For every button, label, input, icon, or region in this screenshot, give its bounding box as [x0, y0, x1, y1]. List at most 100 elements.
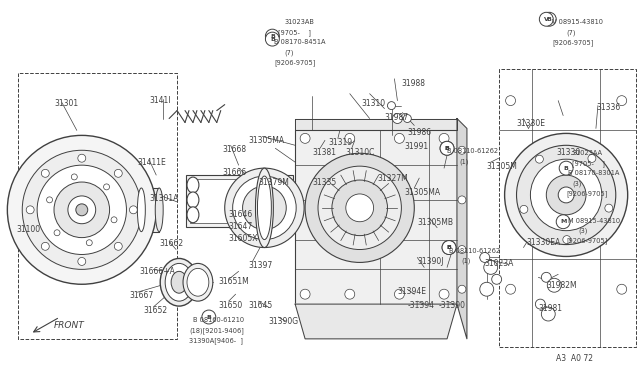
Circle shape — [439, 289, 449, 299]
Circle shape — [516, 145, 616, 244]
Text: 31305MA: 31305MA — [404, 188, 440, 197]
Circle shape — [605, 204, 612, 212]
Ellipse shape — [183, 263, 213, 301]
Circle shape — [563, 235, 571, 244]
Ellipse shape — [257, 176, 271, 240]
Text: 31305MB: 31305MB — [417, 218, 453, 227]
Text: 31647: 31647 — [228, 222, 253, 231]
Circle shape — [394, 289, 404, 299]
Circle shape — [458, 285, 466, 293]
Circle shape — [458, 246, 466, 253]
Ellipse shape — [187, 177, 199, 193]
Circle shape — [243, 186, 286, 230]
Circle shape — [76, 204, 88, 216]
Text: 31645: 31645 — [248, 301, 273, 310]
Circle shape — [86, 240, 92, 246]
Text: 31667: 31667 — [129, 291, 154, 300]
Circle shape — [266, 32, 279, 46]
Text: 31319: 31319 — [328, 138, 352, 147]
Text: [9206-9705]: [9206-9705] — [566, 190, 607, 197]
Circle shape — [37, 165, 127, 254]
Text: 31651M: 31651M — [219, 277, 250, 286]
Ellipse shape — [156, 188, 163, 232]
Circle shape — [480, 253, 490, 262]
Circle shape — [556, 215, 570, 229]
Circle shape — [442, 241, 456, 254]
Text: 31991: 31991 — [404, 142, 429, 151]
Ellipse shape — [138, 188, 145, 232]
Text: B 08110-61262: B 08110-61262 — [449, 247, 500, 254]
Text: B: B — [547, 17, 552, 22]
Text: 31982M: 31982M — [547, 281, 577, 290]
Circle shape — [78, 154, 86, 162]
Text: V: V — [544, 17, 548, 22]
Text: V 08915-43810: V 08915-43810 — [552, 19, 604, 25]
Circle shape — [506, 284, 516, 294]
Text: (1): (1) — [459, 158, 468, 165]
Circle shape — [266, 29, 279, 43]
Text: 31023A: 31023A — [484, 259, 514, 269]
Text: 31605X: 31605X — [228, 234, 258, 243]
Bar — [186, 175, 293, 227]
Text: B 08110-61262: B 08110-61262 — [447, 148, 498, 154]
Circle shape — [345, 134, 355, 143]
Circle shape — [541, 272, 551, 282]
Text: 31981: 31981 — [538, 304, 563, 313]
Circle shape — [480, 282, 493, 296]
Text: 31023AA: 31023AA — [572, 150, 602, 156]
Circle shape — [22, 150, 141, 269]
Circle shape — [536, 155, 543, 163]
Circle shape — [559, 161, 573, 175]
Text: 31335: 31335 — [312, 178, 336, 187]
Text: B: B — [445, 146, 449, 151]
Circle shape — [484, 260, 498, 274]
Text: 31305MA: 31305MA — [248, 137, 285, 145]
Circle shape — [111, 217, 117, 223]
Circle shape — [332, 180, 387, 235]
Circle shape — [42, 169, 49, 177]
Text: 31100: 31100 — [16, 225, 40, 234]
Text: B 08170-8451A: B 08170-8451A — [275, 39, 326, 45]
Circle shape — [305, 153, 414, 262]
Circle shape — [47, 197, 52, 203]
Text: 31310: 31310 — [362, 99, 386, 108]
Text: 31330EA: 31330EA — [527, 238, 561, 247]
Circle shape — [54, 230, 60, 236]
Text: 31668: 31668 — [223, 145, 247, 154]
Text: 3141l: 3141l — [149, 96, 171, 105]
Text: (18)[9201-9406]: (18)[9201-9406] — [189, 327, 244, 334]
Text: (3): (3) — [572, 180, 582, 186]
Circle shape — [617, 96, 627, 106]
Text: 31986: 31986 — [407, 128, 431, 137]
Text: B: B — [206, 314, 211, 320]
Text: -31390: -31390 — [439, 301, 466, 310]
Text: 31650: 31650 — [219, 301, 243, 310]
Text: 31646: 31646 — [228, 210, 253, 219]
Circle shape — [71, 174, 77, 180]
Ellipse shape — [187, 207, 199, 223]
Text: (1): (1) — [461, 257, 470, 264]
Circle shape — [318, 166, 401, 250]
Text: 31379M: 31379M — [259, 178, 289, 187]
Text: 31397: 31397 — [248, 262, 273, 270]
Text: 31305M: 31305M — [487, 162, 518, 171]
Text: 31336: 31336 — [596, 103, 620, 112]
Text: -31394: -31394 — [407, 301, 435, 310]
Polygon shape — [295, 119, 457, 131]
Text: M: M — [560, 219, 566, 224]
Text: [9705-    ]: [9705- ] — [572, 160, 605, 167]
Text: FRONT: FRONT — [54, 321, 84, 330]
Text: 31394E: 31394E — [397, 287, 426, 296]
Circle shape — [547, 278, 561, 292]
Circle shape — [442, 241, 456, 254]
Circle shape — [440, 141, 454, 155]
Text: 31301A: 31301A — [149, 194, 179, 203]
Text: B: B — [447, 245, 451, 250]
Circle shape — [345, 289, 355, 299]
Text: 31987: 31987 — [385, 113, 408, 122]
Circle shape — [233, 176, 296, 240]
Circle shape — [346, 194, 374, 222]
Text: 31666: 31666 — [223, 168, 247, 177]
Bar — [141, 188, 159, 232]
Text: (3): (3) — [578, 228, 588, 234]
